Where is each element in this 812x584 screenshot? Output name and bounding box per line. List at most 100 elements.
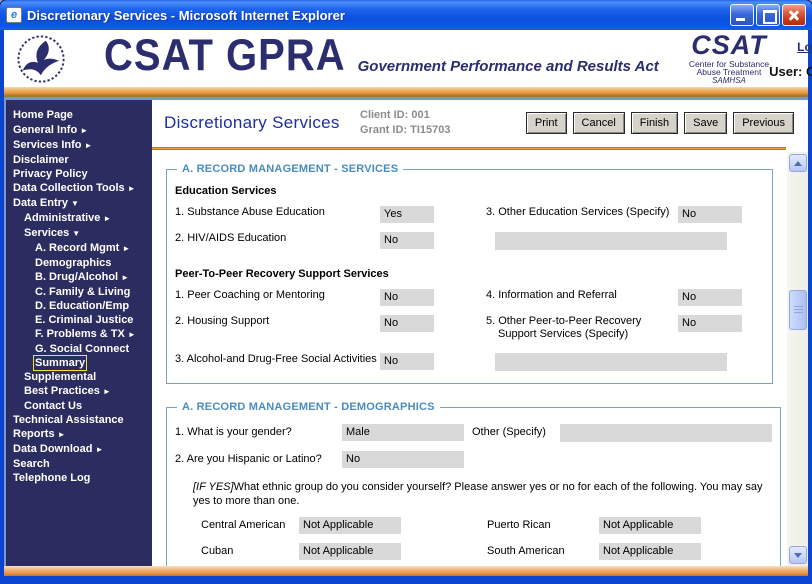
scrollbar-grip-icon <box>793 306 803 314</box>
sidebar-item-d-education-emp[interactable]: D. Education/Emp <box>35 300 130 312</box>
expand-arrow-icon: ► <box>121 273 130 282</box>
sidebar-item-disclaimer[interactable]: Disclaimer <box>13 154 69 166</box>
scroll-down-icon[interactable] <box>788 546 807 564</box>
sidebar-item-b-drug-alcohol[interactable]: B. Drug/Alcohol ► <box>35 271 130 283</box>
expand-arrow-icon: ► <box>80 126 89 135</box>
logout-link[interactable]: Logout <box>797 40 812 54</box>
minimize-button[interactable] <box>730 4 754 26</box>
expand-arrow-icon: ► <box>57 430 66 439</box>
scrollbar-thumb[interactable] <box>788 290 807 330</box>
banner-right: Logout User: Christopher Shumway <box>769 38 812 79</box>
ethnic-central-american-value[interactable]: Not Applicable <box>299 517 401 534</box>
q-other-education-services-value[interactable]: No <box>678 206 742 223</box>
sidebar-item-e-criminal-justice[interactable]: E. Criminal Justice <box>35 314 134 326</box>
scroll-up-icon[interactable] <box>788 154 807 172</box>
wordmark-title: CSAT GPRA <box>104 30 346 80</box>
ethnic-puerto-rican-value[interactable]: Not Applicable <box>599 517 701 534</box>
sidebar-item-a-record-mgmt[interactable]: A. Record Mgmt ► <box>35 242 131 254</box>
sidebar-item-supplemental[interactable]: Supplemental <box>24 371 97 383</box>
csat-gpra-wordmark: CSAT GPRA Government Performance and Res… <box>104 31 659 81</box>
bottom-divider-band <box>4 566 808 576</box>
q-housing-support-value[interactable]: No <box>380 315 434 332</box>
action-buttons: Print Cancel Finish Save Previous <box>525 112 794 134</box>
sidebar-item-summary[interactable]: Summary <box>32 355 88 371</box>
collapse-arrow-icon: ▼ <box>72 229 81 238</box>
client-id: Client ID: 001 <box>360 109 430 121</box>
q-other-peer-recovery-value[interactable]: No <box>678 315 742 332</box>
ethnic-south-american-value[interactable]: Not Applicable <box>599 543 701 560</box>
ethnic-puerto-rican-label: Puerto Rican <box>487 519 551 531</box>
sidebar-item-data-collection-tools[interactable]: Data Collection Tools ► <box>13 182 136 194</box>
q-peer-coaching-value[interactable]: No <box>380 289 434 306</box>
q-information-referral-value[interactable]: No <box>678 289 742 306</box>
window-controls <box>730 4 806 26</box>
expand-arrow-icon: ► <box>95 445 104 454</box>
gender-other-specify-field[interactable] <box>560 424 772 442</box>
gender-other-specify-label: Other (Specify) <box>472 426 546 438</box>
scrollbar-track[interactable] <box>788 172 807 546</box>
finish-button[interactable]: Finish <box>630 112 679 134</box>
page-title: Discretionary Services <box>164 113 340 132</box>
sidebar-item-data-download[interactable]: Data Download ► <box>13 443 104 455</box>
q-hiv-aids-education-value[interactable]: No <box>380 232 434 249</box>
ethnic-cuban-value[interactable]: Not Applicable <box>299 543 401 560</box>
other-education-specify-field[interactable] <box>495 232 727 250</box>
section-services-legend: A. RECORD MANAGEMENT - SERVICES <box>182 163 399 175</box>
titlebar: e Discretionary Services - Microsoft Int… <box>0 0 812 30</box>
sidebar-item-best-practices[interactable]: Best Practices ► <box>24 385 111 397</box>
q-hispanic-latino-value[interactable]: No <box>342 451 464 468</box>
sidebar-item-privacy-policy[interactable]: Privacy Policy <box>13 168 88 180</box>
q-hispanic-latino-label: 2. Are you Hispanic or Latino? <box>175 453 322 465</box>
other-peer-recovery-specify-field[interactable] <box>495 353 727 371</box>
cancel-button[interactable]: Cancel <box>572 112 625 134</box>
ethnic-central-american-label: Central American <box>201 519 286 531</box>
close-button[interactable] <box>782 4 806 26</box>
sidebar-item-g-social-connect[interactable]: G. Social Connect <box>35 343 130 355</box>
sidebar-item-services-info[interactable]: Services Info ► <box>13 139 93 151</box>
sidebar-item-administrative[interactable]: Administrative ► <box>24 212 112 224</box>
window-title: Discretionary Services - Microsoft Inter… <box>27 7 345 23</box>
ethnic-group-instructions: [IF YES]What ethnic group do you conside… <box>193 481 763 507</box>
sidebar-item-reports[interactable]: Reports ► <box>13 428 66 440</box>
sidebar-item-c-family-living[interactable]: C. Family & Living <box>35 286 131 298</box>
sidebar-item-data-entry[interactable]: Data Entry ▼ <box>13 197 79 209</box>
vertical-scrollbar[interactable] <box>787 152 808 566</box>
expand-arrow-icon: ► <box>122 244 131 253</box>
q-gender-value[interactable]: Male <box>342 424 464 441</box>
q-peer-coaching-label: 1. Peer Coaching or Mentoring <box>175 289 325 301</box>
sidebar-item-services[interactable]: Services ▼ <box>24 227 81 239</box>
sidebar-nav: Home Page General Info ► Services Info ► D… <box>4 100 152 566</box>
sidebar-item-technical-assistance[interactable]: Technical Assistance <box>13 414 124 426</box>
maximize-button[interactable] <box>756 4 780 26</box>
form-content: A. RECORD MANAGEMENT - SERVICES Educatio… <box>152 152 787 566</box>
print-button[interactable]: Print <box>525 112 567 134</box>
q-other-peer-recovery-label: 5. Other Peer-to-Peer Recovery Support S… <box>486 315 642 340</box>
save-button[interactable]: Save <box>684 112 728 134</box>
sidebar-item-demographics[interactable]: Demographics <box>35 257 112 269</box>
sidebar-item-contact-us[interactable]: Contact Us <box>24 400 83 412</box>
q-substance-abuse-education-value[interactable]: Yes <box>380 206 434 223</box>
ethnic-cuban-label: Cuban <box>201 545 234 557</box>
q-substance-abuse-education-label: 1. Substance Abuse Education <box>175 206 325 218</box>
section-record-management-services: A. RECORD MANAGEMENT - SERVICES Educatio… <box>166 163 773 384</box>
expand-arrow-icon: ► <box>102 387 111 396</box>
sidebar-item-general-info[interactable]: General Info ► <box>13 124 89 136</box>
q-gender-label: 1. What is your gender? <box>175 426 292 438</box>
if-yes-prefix: [IF YES] <box>193 481 234 493</box>
sidebar-item-search[interactable]: Search <box>13 458 50 470</box>
app-banner: CSAT GPRA Government Performance and Res… <box>4 30 812 87</box>
csat-logo-title: CSAT <box>691 30 767 61</box>
internet-explorer-icon[interactable]: e <box>6 7 22 23</box>
sidebar-item-home-page[interactable]: Home Page <box>13 109 73 121</box>
expand-arrow-icon: ► <box>103 214 112 223</box>
previous-button[interactable]: Previous <box>733 112 794 134</box>
sidebar-item-telephone-log[interactable]: Telephone Log <box>13 472 91 484</box>
q-alcohol-drug-free-social-label: 3. Alcohol-and Drug-Free Social Activiti… <box>175 353 377 365</box>
sidebar-item-f-problems-tx[interactable]: F. Problems & TX ► <box>35 328 136 340</box>
csat-logo-line2: Abuse Treatment <box>696 67 762 78</box>
ethnic-south-american-label: South American <box>487 545 565 557</box>
q-other-education-services-label: 3. Other Education Services (Specify) <box>486 206 670 218</box>
q-alcohol-drug-free-social-value[interactable]: No <box>380 353 434 370</box>
logged-in-user: User: Christopher Shumway <box>769 64 812 79</box>
banner-divider-band <box>4 87 808 100</box>
